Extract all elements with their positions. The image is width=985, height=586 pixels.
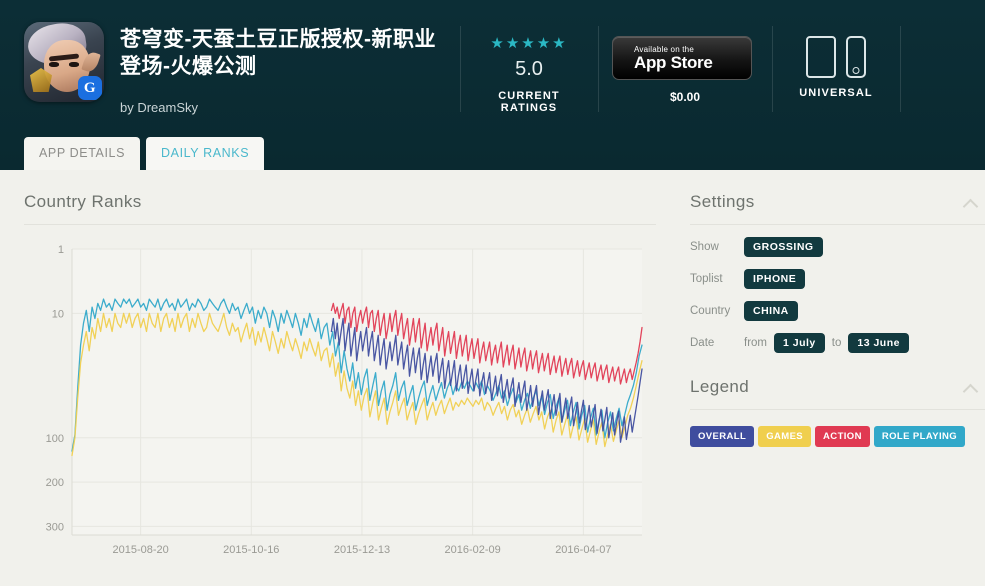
settings-collapse-chevron-up-icon[interactable] xyxy=(963,196,979,212)
app-store-button[interactable]: Available on the App Store xyxy=(612,36,752,80)
ipad-icon xyxy=(806,36,836,78)
current-ratings-cell: ★★★★★ 5.0 CURRENT RATINGS xyxy=(470,36,588,114)
setting-row-toplist: Toplist IPHONE xyxy=(690,269,985,289)
app-icon-eye-left xyxy=(49,62,59,67)
setting-value-toplist[interactable]: IPHONE xyxy=(744,269,806,289)
app-price: $0.00 xyxy=(669,90,701,104)
settings-panel: Settings Show GROSSING Toplist IPHONE Co… xyxy=(690,192,985,353)
ranks-chart-svg: 1 10 100 200 300 2015-08-20 2015-10-16 2015-12-… xyxy=(46,244,643,556)
legend-items: OVERALL GAMES ACTION ROLE PLAYING xyxy=(690,426,985,447)
svg-text:200: 200 xyxy=(46,477,64,489)
setting-label-toplist: Toplist xyxy=(690,273,723,285)
header-divider-1 xyxy=(460,26,461,112)
app-developer: by DreamSky xyxy=(120,100,199,115)
star-rating-icon: ★★★★★ xyxy=(490,35,568,52)
panel-divider xyxy=(24,224,656,225)
page-header: G 苍穹变-天蚕土豆正版授权-新职业登场-火爆公测 by DreamSky ★★… xyxy=(0,0,985,170)
device-support-label: UNIVERSAL xyxy=(799,87,873,99)
app-title: 苍穹变-天蚕土豆正版授权-新职业登场-火爆公测 xyxy=(120,28,436,79)
publisher-badge-icon: G xyxy=(78,76,102,100)
setting-row-date: Date from 1 July to 13 June xyxy=(690,333,985,353)
date-from-value[interactable]: 1 July xyxy=(774,333,825,353)
legend-title: Legend xyxy=(690,377,750,396)
country-ranks-panel: Country Ranks 1 10 100 200 300 2015-08-20 2015… xyxy=(24,192,656,569)
legend-badge-role-playing[interactable]: ROLE PLAYING xyxy=(873,426,966,447)
svg-text:2015-10-16: 2015-10-16 xyxy=(223,544,279,556)
setting-label-show: Show xyxy=(690,241,719,253)
app-store-line2: App Store xyxy=(634,52,713,72)
app-icon-emblem xyxy=(30,68,52,92)
iphone-icon xyxy=(846,36,866,78)
svg-text:10: 10 xyxy=(52,308,64,320)
app-store-cell: Available on the App Store $0.00 xyxy=(612,36,758,104)
settings-divider xyxy=(690,224,985,225)
header-divider-4 xyxy=(900,26,901,112)
svg-text:100: 100 xyxy=(46,433,64,445)
svg-text:2015-08-20: 2015-08-20 xyxy=(112,544,168,556)
setting-value-show[interactable]: GROSSING xyxy=(744,237,823,257)
tab-app-details[interactable]: APP DETAILS xyxy=(24,137,141,170)
current-ratings-label: CURRENT RATINGS xyxy=(498,90,560,114)
header-divider-3 xyxy=(772,26,773,112)
header-divider-2 xyxy=(598,26,599,112)
tab-daily-ranks[interactable]: DAILY RANKS xyxy=(146,137,265,170)
tab-bar: APP DETAILS DAILY RANKS xyxy=(24,137,265,170)
legend-panel: Legend OVERALL GAMES ACTION ROLE PLAYING xyxy=(690,377,985,447)
app-icon-eye-right xyxy=(69,62,79,67)
legend-divider xyxy=(690,409,985,410)
svg-text:300: 300 xyxy=(46,521,64,533)
app-store-text: Available on the App Store xyxy=(634,45,713,72)
date-to-value[interactable]: 13 June xyxy=(848,333,909,353)
svg-text:2016-04-07: 2016-04-07 xyxy=(555,544,611,556)
app-icon: G xyxy=(24,22,104,102)
legend-badge-action[interactable]: ACTION xyxy=(815,426,870,447)
svg-text:2016-02-09: 2016-02-09 xyxy=(445,544,501,556)
setting-value-country[interactable]: CHINA xyxy=(744,301,798,321)
device-icons xyxy=(786,36,886,78)
svg-text:2015-12-13: 2015-12-13 xyxy=(334,544,390,556)
svg-text:1: 1 xyxy=(58,244,64,256)
rating-value: 5.0 xyxy=(515,58,543,80)
legend-badge-games[interactable]: GAMES xyxy=(758,426,812,447)
country-ranks-title: Country Ranks xyxy=(24,192,142,211)
setting-row-country: Country CHINA xyxy=(690,301,985,321)
content-area: Country Ranks 1 10 100 200 300 2015-08-20 2015… xyxy=(0,170,985,586)
ranks-chart[interactable]: 1 10 100 200 300 2015-08-20 2015-10-16 2015-12-… xyxy=(24,239,656,569)
setting-label-date: Date xyxy=(690,337,715,349)
setting-label-country: Country xyxy=(690,305,731,317)
device-support-cell: UNIVERSAL xyxy=(786,36,886,99)
setting-row-show: Show GROSSING xyxy=(690,237,985,257)
legend-collapse-chevron-up-icon[interactable] xyxy=(963,381,979,397)
date-to-text: to xyxy=(831,337,842,349)
settings-title: Settings xyxy=(690,192,755,211)
app-store-line1: Available on the xyxy=(634,44,694,54)
legend-badge-overall[interactable]: OVERALL xyxy=(690,426,755,447)
date-from-text: from xyxy=(744,337,767,349)
